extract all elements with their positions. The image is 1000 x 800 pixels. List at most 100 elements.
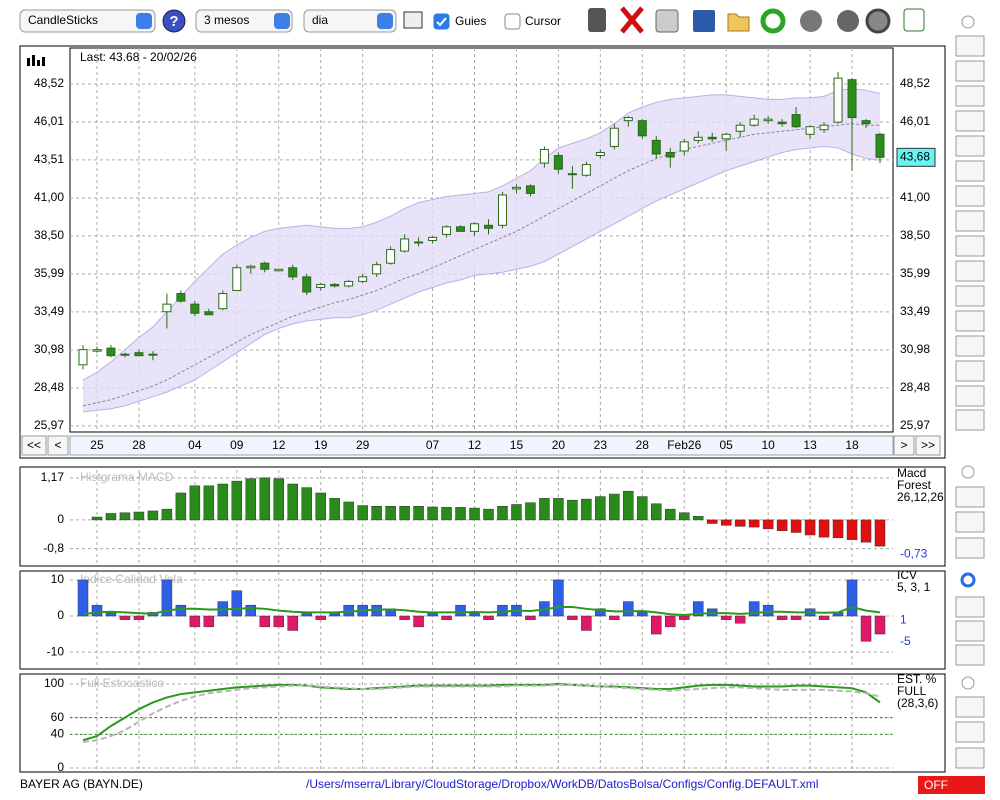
tool-button[interactable]	[955, 596, 985, 618]
tool-button[interactable]	[955, 210, 985, 232]
tool-button[interactable]	[955, 260, 985, 282]
tool-button[interactable]	[955, 285, 985, 307]
candle-body	[78, 349, 88, 366]
nav-button[interactable]	[915, 435, 941, 456]
check-mark	[436, 17, 447, 27]
bar	[651, 615, 662, 635]
bar	[455, 604, 466, 617]
candle-body	[539, 148, 549, 164]
candle-body	[456, 226, 466, 232]
bar	[623, 601, 634, 617]
bar	[846, 579, 858, 617]
radio[interactable]	[961, 465, 975, 479]
y-tick-label-right: 25,97	[900, 418, 930, 432]
delete-icon[interactable]	[620, 6, 644, 34]
candle-body	[483, 224, 493, 229]
currency-icon[interactable]	[837, 10, 859, 32]
last-value-label: 1	[900, 613, 907, 627]
macd-panel	[19, 466, 946, 567]
panel-legend: FULL	[897, 684, 927, 698]
tool-button[interactable]	[955, 747, 985, 769]
tool-button[interactable]	[955, 696, 985, 718]
y-tick-label: 0	[57, 760, 64, 774]
bar	[161, 579, 173, 617]
bar	[399, 615, 410, 620]
candle-body	[148, 353, 158, 356]
tool-button[interactable]	[955, 409, 985, 431]
tool-button[interactable]	[955, 60, 985, 82]
tool-button[interactable]	[955, 486, 985, 508]
nav-button[interactable]	[21, 435, 47, 456]
bar	[133, 615, 145, 620]
chart-type-label: CandleSticks	[28, 13, 98, 27]
settings-icon[interactable]	[865, 8, 891, 34]
candle-body	[204, 311, 214, 316]
y-tick-label: 43,51	[34, 152, 64, 166]
bar	[441, 507, 452, 521]
tool-button[interactable]	[955, 537, 985, 559]
chart-type-select[interactable]	[19, 9, 156, 33]
band-lower	[82, 145, 881, 413]
config-path[interactable]: /Users/mserra/Library/CloudStorage/Dropb…	[306, 777, 818, 791]
radio-selected[interactable]	[960, 572, 976, 588]
y-tick-label: 0	[57, 608, 64, 622]
tool-button[interactable]	[955, 644, 985, 666]
y-tick-label-right: 38,50	[900, 228, 930, 242]
status-box[interactable]	[918, 776, 985, 794]
tool-button[interactable]	[955, 35, 985, 57]
candle-body	[511, 186, 521, 190]
help-button[interactable]	[162, 9, 186, 33]
tool-button[interactable]	[955, 511, 985, 533]
update-icon[interactable]	[800, 10, 822, 32]
candle-body	[665, 151, 675, 158]
bar	[91, 516, 103, 521]
bar	[818, 519, 830, 538]
panel-watermark: Histgrama MACD	[80, 470, 174, 484]
trash-icon[interactable]	[588, 8, 606, 32]
tool-button[interactable]	[955, 110, 985, 132]
tool-button[interactable]	[955, 385, 985, 407]
nav-label: >	[900, 438, 907, 452]
band-fill	[83, 88, 880, 412]
nav-button[interactable]	[893, 435, 915, 456]
period-select[interactable]	[195, 9, 293, 33]
bar	[623, 490, 634, 521]
bar	[301, 487, 312, 521]
interval-select[interactable]	[303, 9, 397, 33]
tool-button[interactable]	[955, 135, 985, 157]
tool-button[interactable]	[955, 185, 985, 207]
y-tick-label: 10	[51, 572, 65, 586]
guides-checkbox[interactable]	[433, 13, 450, 30]
candle-body	[833, 77, 843, 123]
calendar-icon[interactable]	[403, 11, 423, 29]
tool-button[interactable]	[955, 160, 985, 182]
date-icon[interactable]	[903, 8, 925, 32]
candle-body	[386, 249, 396, 264]
open-icon[interactable]	[727, 13, 750, 32]
candle-body	[92, 349, 102, 352]
y-tick-label: 25,97	[34, 418, 64, 432]
nav-button[interactable]	[47, 435, 69, 456]
tool-button[interactable]	[955, 335, 985, 357]
candle-body	[330, 283, 340, 287]
candle-body	[595, 151, 605, 157]
panel-legend: (28,3,6)	[897, 696, 938, 710]
panel-legend: Forest	[897, 478, 932, 492]
save-icon[interactable]	[693, 10, 715, 32]
radio[interactable]	[961, 15, 975, 29]
tool-button[interactable]	[955, 85, 985, 107]
tool-button[interactable]	[955, 620, 985, 642]
refresh-icon[interactable]	[760, 8, 786, 34]
candle-body	[651, 139, 661, 155]
bar	[203, 615, 215, 628]
candle-body	[260, 262, 270, 270]
cursor-checkbox[interactable]	[504, 13, 521, 30]
tool-button[interactable]	[955, 360, 985, 382]
print-icon[interactable]	[655, 9, 679, 33]
tool-button[interactable]	[955, 310, 985, 332]
tool-button[interactable]	[955, 721, 985, 743]
tool-button[interactable]	[955, 235, 985, 257]
radio[interactable]	[961, 676, 975, 690]
y-tick-label-right: 28,48	[900, 380, 930, 394]
